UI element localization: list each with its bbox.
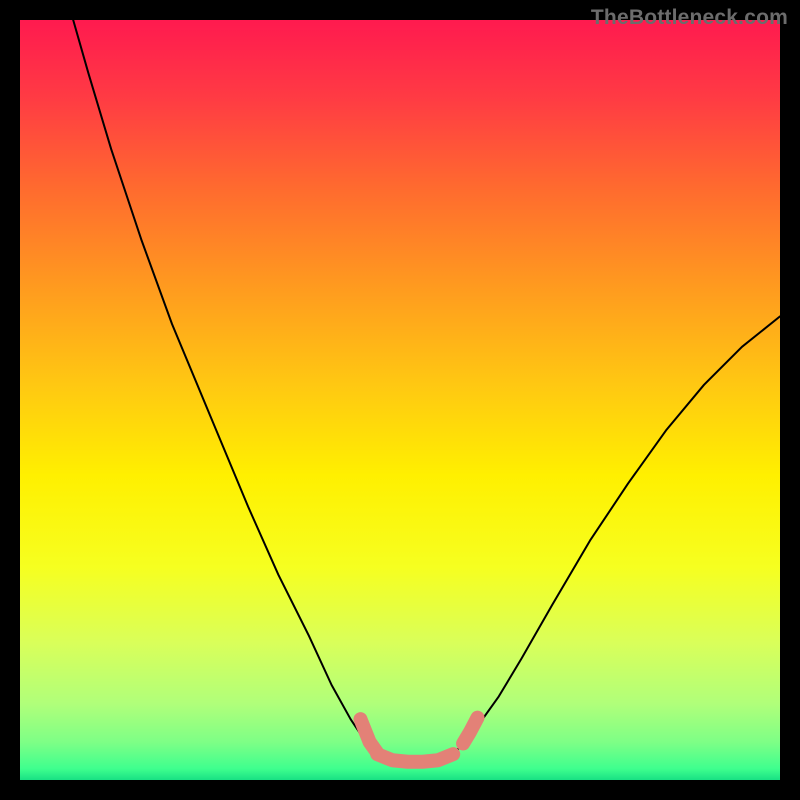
series-bottom-pink-band-flat	[377, 754, 453, 762]
watermark-text: TheBottleneck.com	[591, 6, 788, 30]
bottleneck-chart	[0, 0, 800, 800]
chart-plot-area	[20, 20, 780, 780]
chart-canvas: TheBottleneck.com	[0, 0, 800, 800]
